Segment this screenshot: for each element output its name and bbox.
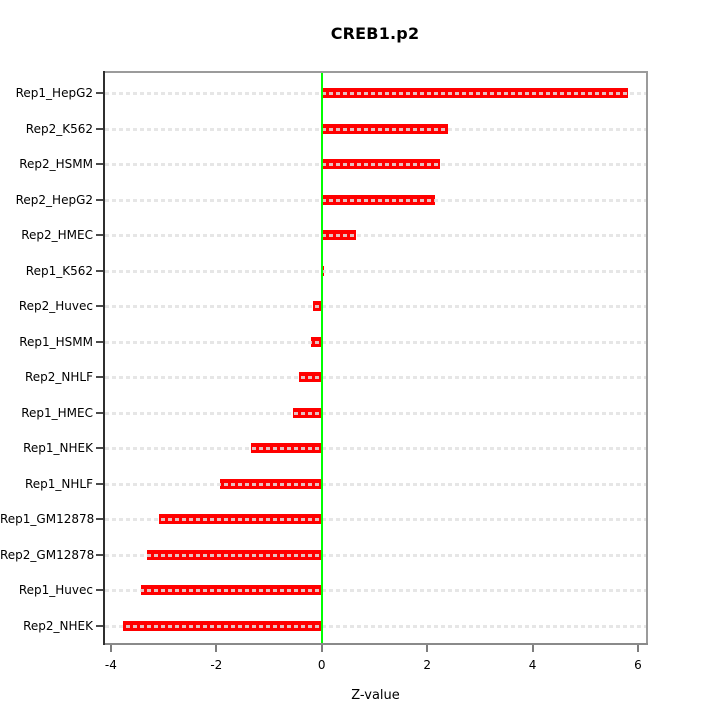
chart-title: CREB1.p2 <box>330 24 420 43</box>
plot-area <box>103 71 648 645</box>
x-axis-title: Z-value <box>351 688 400 703</box>
category-label: Rep2_HSMM <box>19 157 93 172</box>
x-tick-label: -4 <box>104 658 117 672</box>
x-axis-tick <box>636 645 639 652</box>
row-gridline <box>105 163 646 167</box>
category-label: Rep1_Huvec <box>18 583 93 598</box>
row-gridline <box>105 482 646 486</box>
x-tick-label: 0 <box>317 658 326 672</box>
y-axis-tick <box>96 234 103 237</box>
category-label: Rep2_HepG2 <box>15 192 93 207</box>
row-gridline <box>105 518 646 522</box>
row-gridline <box>105 589 646 593</box>
x-tick-label: 2 <box>423 658 431 672</box>
category-label: Rep1_HMEC <box>21 405 93 420</box>
x-axis-tick <box>320 645 323 652</box>
x-axis-tick <box>109 645 112 652</box>
plot-border-right <box>646 71 648 645</box>
y-axis-tick <box>96 198 103 201</box>
category-label: Rep2_NHLF <box>24 370 93 385</box>
row-gridline <box>105 92 646 95</box>
row-gridline <box>105 305 646 309</box>
y-axis-tick <box>96 518 103 521</box>
y-axis-tick <box>96 340 103 343</box>
row-gridline <box>105 269 646 273</box>
y-axis-tick <box>96 482 103 485</box>
row-gridline <box>105 447 646 451</box>
y-axis-tick <box>96 92 103 94</box>
plot-border-top <box>103 71 648 73</box>
row-gridline <box>105 411 646 415</box>
category-label: Rep2_NHEK <box>23 618 93 633</box>
y-axis-tick <box>96 269 103 272</box>
category-label: Rep1_K562 <box>25 263 93 278</box>
row-gridline <box>105 624 646 628</box>
y-axis-tick <box>96 447 103 450</box>
category-label: Rep1_NHLF <box>24 476 93 491</box>
y-axis-tick <box>96 376 103 379</box>
y-axis-tick <box>96 624 103 627</box>
x-axis-tick <box>426 645 429 652</box>
plot-border-bottom <box>103 643 648 645</box>
category-label: Rep1_NHEK <box>23 441 93 456</box>
category-label: Rep2_K562 <box>25 121 93 136</box>
category-label: Rep2_HMEC <box>21 228 93 243</box>
x-axis-tick <box>531 645 534 652</box>
row-gridline <box>105 340 646 344</box>
x-tick-label: 4 <box>528 658 537 672</box>
category-label: Rep1_HepG2 <box>15 86 93 100</box>
y-axis-tick <box>96 163 103 166</box>
category-label: Rep2_GM12878 <box>0 547 95 562</box>
category-label: Rep2_Huvec <box>18 299 93 314</box>
y-axis-tick <box>96 305 103 308</box>
category-label: Rep1_HSMM <box>19 334 93 349</box>
plot-border-left <box>103 71 105 645</box>
category-label: Rep1_GM12878 <box>0 512 95 527</box>
x-axis-tick <box>215 645 218 652</box>
row-gridline <box>105 234 646 238</box>
row-gridline <box>105 127 646 131</box>
y-axis-tick <box>96 553 103 556</box>
zero-reference-line <box>320 73 323 643</box>
row-gridline <box>105 198 646 202</box>
y-axis-tick <box>96 411 103 414</box>
y-axis-tick <box>96 589 103 592</box>
y-axis-tick <box>96 127 103 130</box>
row-gridline <box>105 553 646 557</box>
x-tick-label: -2 <box>210 658 223 672</box>
x-tick-label: 6 <box>634 658 642 672</box>
row-gridline <box>105 376 646 380</box>
